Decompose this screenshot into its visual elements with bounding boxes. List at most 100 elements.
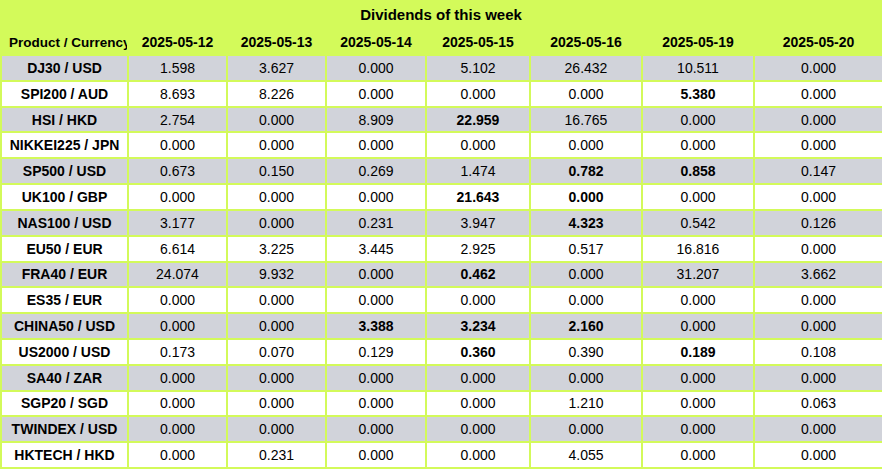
dividend-value-cell: 0.000 [326,184,426,210]
dividend-value-cell: 0.000 [227,313,326,339]
dividend-value-cell: 0.000 [642,313,754,339]
dividend-value-cell: 0.000 [326,287,426,313]
table-row: NIKKEI225 / JPN0.0000.0000.0000.0000.000… [1,132,882,158]
dividends-table: Product / Currency 2025-05-12 2025-05-13… [0,28,882,469]
dividend-value-cell: 0.000 [754,416,882,442]
product-cell: HSI / HKD [1,107,128,133]
dividend-value-cell: 0.000 [326,442,426,468]
table-row: FRA40 / EUR24.0749.9320.0000.4620.00031.… [1,262,882,288]
dividend-value-cell: 0.129 [326,339,426,365]
dividend-value-cell: 0.000 [530,287,642,313]
table-row: ES35 / EUR0.0000.0000.0000.0000.0000.000… [1,287,882,313]
table-row: HKTECH / HKD0.0000.2310.0000.0004.0550.0… [1,442,882,468]
product-cell: FRA40 / EUR [1,262,128,288]
table-row: DJ30 / USD1.5983.6270.0005.10226.43210.5… [1,55,882,81]
dividend-value-cell: 0.150 [227,158,326,184]
table-row: TWINDEX / USD0.0000.0000.0000.0000.0000.… [1,416,882,442]
dividend-value-cell: 0.000 [426,416,530,442]
dividend-value-cell: 9.932 [227,262,326,288]
dividends-panel: Dividends of this week Product / Currenc… [0,0,882,469]
product-cell: US2000 / USD [1,339,128,365]
column-header-date: 2025-05-20 [754,29,882,55]
dividend-value-cell: 0.269 [326,158,426,184]
product-cell: ES35 / EUR [1,287,128,313]
product-cell: EU50 / EUR [1,236,128,262]
dividend-value-cell: 21.643 [426,184,530,210]
dividend-value-cell: 0.000 [754,184,882,210]
dividend-value-cell: 16.816 [642,236,754,262]
dividend-value-cell: 0.858 [642,158,754,184]
product-cell: SA40 / ZAR [1,365,128,391]
dividend-value-cell: 1.210 [530,391,642,417]
dividend-value-cell: 0.070 [227,339,326,365]
dividend-value-cell: 0.000 [754,365,882,391]
dividend-value-cell: 0.000 [530,365,642,391]
table-row: SP500 / USD0.6730.1500.2691.4740.7820.85… [1,158,882,184]
dividend-value-cell: 5.102 [426,55,530,81]
dividend-value-cell: 8.693 [128,81,227,107]
product-cell: NAS100 / USD [1,210,128,236]
product-cell: SGP20 / SGD [1,391,128,417]
dividend-value-cell: 0.000 [227,107,326,133]
dividend-value-cell: 0.000 [227,416,326,442]
column-header-date: 2025-05-19 [642,29,754,55]
dividend-value-cell: 0.000 [227,184,326,210]
dividend-value-cell: 0.000 [642,132,754,158]
dividend-value-cell: 0.000 [227,210,326,236]
dividend-value-cell: 22.959 [426,107,530,133]
dividend-value-cell: 0.000 [426,287,530,313]
dividend-value-cell: 0.000 [754,287,882,313]
dividend-value-cell: 31.207 [642,262,754,288]
dividend-value-cell: 0.108 [754,339,882,365]
dividend-value-cell: 26.432 [530,55,642,81]
dividend-value-cell: 0.000 [754,132,882,158]
dividend-value-cell: 0.000 [227,365,326,391]
dividend-value-cell: 5.380 [642,81,754,107]
dividend-value-cell: 0.000 [754,236,882,262]
table-header-row: Product / Currency 2025-05-12 2025-05-13… [1,29,882,55]
column-header-date: 2025-05-12 [128,29,227,55]
dividend-value-cell: 0.000 [754,442,882,468]
dividend-value-cell: 3.225 [227,236,326,262]
dividend-value-cell: 0.173 [128,339,227,365]
table-row: SGP20 / SGD0.0000.0000.0000.0001.2100.00… [1,391,882,417]
dividend-value-cell: 0.000 [754,55,882,81]
dividend-value-cell: 0.000 [642,107,754,133]
dividend-value-cell: 0.000 [128,365,227,391]
dividend-value-cell: 8.226 [227,81,326,107]
dividend-value-cell: 0.000 [326,365,426,391]
dividend-value-cell: 24.074 [128,262,227,288]
dividend-value-cell: 0.000 [326,132,426,158]
dividend-value-cell: 16.765 [530,107,642,133]
dividend-value-cell: 0.000 [326,262,426,288]
dividend-value-cell: 3.947 [426,210,530,236]
dividend-value-cell: 0.000 [128,313,227,339]
dividend-value-cell: 0.000 [128,442,227,468]
dividend-value-cell: 0.000 [426,132,530,158]
dividend-value-cell: 3.662 [754,262,882,288]
dividend-value-cell: 0.000 [642,287,754,313]
dividend-value-cell: 0.542 [642,210,754,236]
product-cell: HKTECH / HKD [1,442,128,468]
dividend-value-cell: 3.388 [326,313,426,339]
dividend-value-cell: 0.000 [326,55,426,81]
table-row: EU50 / EUR6.6143.2253.4452.9250.51716.81… [1,236,882,262]
dividend-value-cell: 1.598 [128,55,227,81]
dividend-value-cell: 0.189 [642,339,754,365]
dividend-value-cell: 0.673 [128,158,227,184]
product-cell: NIKKEI225 / JPN [1,132,128,158]
product-cell: DJ30 / USD [1,55,128,81]
column-header-date: 2025-05-14 [326,29,426,55]
dividend-value-cell: 0.000 [754,313,882,339]
product-cell: CHINA50 / USD [1,313,128,339]
dividend-value-cell: 0.000 [128,287,227,313]
table-row: SPI200 / AUD8.6938.2260.0000.0000.0005.3… [1,81,882,107]
dividend-value-cell: 0.000 [326,81,426,107]
dividend-value-cell: 0.000 [326,416,426,442]
dividend-value-cell: 0.000 [426,391,530,417]
table-row: UK100 / GBP0.0000.0000.00021.6430.0000.0… [1,184,882,210]
dividend-value-cell: 0.000 [530,184,642,210]
column-header-date: 2025-05-15 [426,29,530,55]
dividend-value-cell: 0.063 [754,391,882,417]
dividend-value-cell: 3.627 [227,55,326,81]
